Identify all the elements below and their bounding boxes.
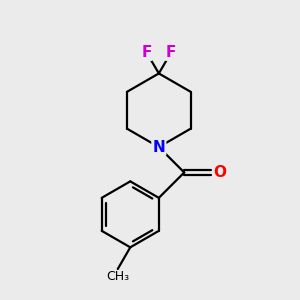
- Text: N: N: [152, 140, 165, 154]
- Text: F: F: [141, 45, 152, 60]
- Text: CH₃: CH₃: [106, 270, 129, 283]
- Text: O: O: [214, 165, 227, 180]
- Text: F: F: [166, 45, 176, 60]
